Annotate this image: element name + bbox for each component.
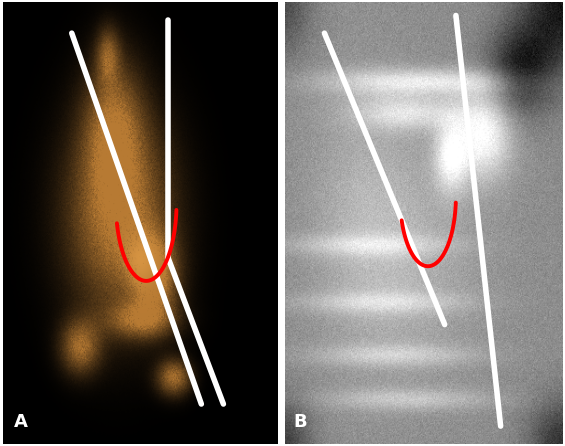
- Text: A: A: [14, 413, 28, 430]
- Text: B: B: [294, 413, 307, 430]
